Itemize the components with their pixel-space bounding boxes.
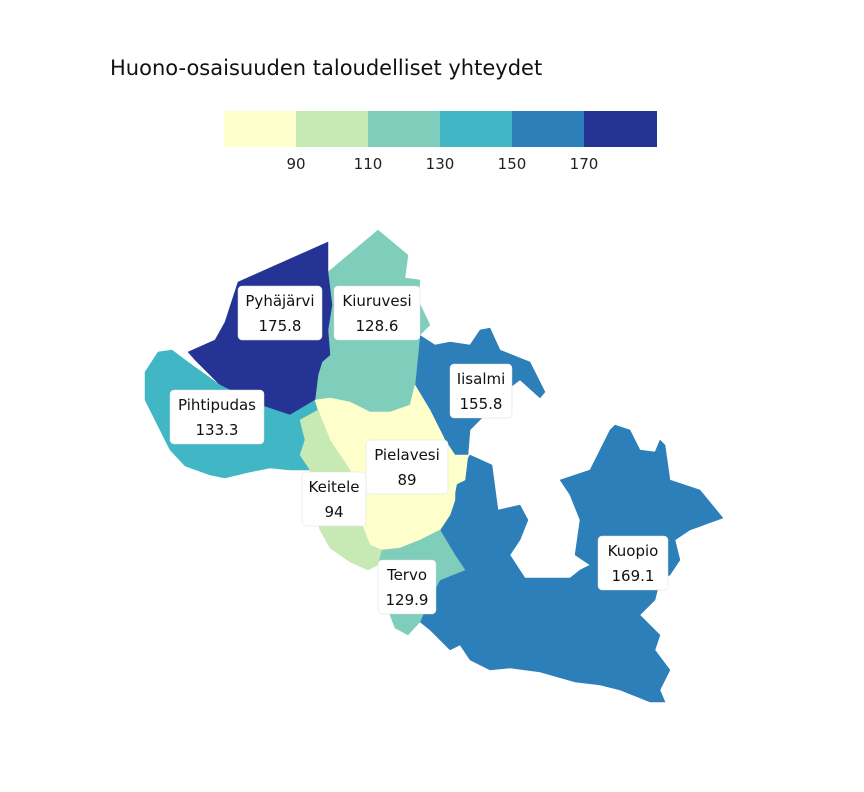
region-name: Pielavesi bbox=[374, 446, 440, 464]
label-box bbox=[449, 363, 513, 419]
legend-tick: 90 bbox=[286, 155, 305, 173]
region-value: 169.1 bbox=[612, 567, 655, 585]
label-box bbox=[169, 389, 265, 445]
legend-swatch-1 bbox=[224, 111, 297, 147]
label-kuopio: Kuopio 169.1 bbox=[597, 535, 669, 591]
region-name: Iisalmi bbox=[457, 370, 506, 388]
label-kiuruvesi: Kiuruvesi 128.6 bbox=[333, 285, 421, 341]
label-box bbox=[597, 535, 669, 591]
region-value: 155.8 bbox=[460, 395, 503, 413]
label-pielavesi: Pielavesi 89 bbox=[365, 439, 449, 495]
region-value: 133.3 bbox=[196, 421, 239, 439]
label-box bbox=[377, 559, 437, 615]
label-iisalmi: Iisalmi 155.8 bbox=[449, 363, 513, 419]
region-value: 94 bbox=[324, 503, 343, 521]
region-value: 89 bbox=[397, 471, 416, 489]
label-keitele: Keitele 94 bbox=[301, 471, 367, 527]
legend-swatch-6 bbox=[584, 111, 657, 147]
region-value: 128.6 bbox=[356, 317, 399, 335]
legend-tick: 130 bbox=[426, 155, 455, 173]
legend-tick: 110 bbox=[354, 155, 383, 173]
legend: 90 110 130 150 170 bbox=[224, 111, 657, 173]
region-name: Pihtipudas bbox=[178, 396, 256, 414]
label-pihtipudas: Pihtipudas 133.3 bbox=[169, 389, 265, 445]
region-value: 129.9 bbox=[386, 591, 429, 609]
legend-swatch-2 bbox=[296, 111, 369, 147]
label-box bbox=[301, 471, 367, 527]
region-name: Tervo bbox=[386, 566, 427, 584]
region-value: 175.8 bbox=[259, 317, 302, 335]
legend-swatch-5 bbox=[512, 111, 585, 147]
region-name: Pyhäjärvi bbox=[245, 292, 314, 310]
legend-tick: 170 bbox=[570, 155, 599, 173]
region-name: Kiuruvesi bbox=[342, 292, 411, 310]
legend-tick: 150 bbox=[498, 155, 527, 173]
label-box bbox=[333, 285, 421, 341]
label-tervo: Tervo 129.9 bbox=[377, 559, 437, 615]
label-pyhajarvi: Pyhäjärvi 175.8 bbox=[237, 285, 323, 341]
legend-swatch-4 bbox=[440, 111, 513, 147]
region-name: Keitele bbox=[309, 478, 360, 496]
label-box bbox=[237, 285, 323, 341]
region-name: Kuopio bbox=[608, 542, 659, 560]
legend-swatch-3 bbox=[368, 111, 441, 147]
region-labels: Pyhäjärvi 175.8 Kiuruvesi 128.6 Iisalmi … bbox=[169, 285, 669, 615]
map-title: Huono-osaisuuden taloudelliset yhteydet bbox=[110, 56, 543, 80]
label-box bbox=[365, 439, 449, 495]
